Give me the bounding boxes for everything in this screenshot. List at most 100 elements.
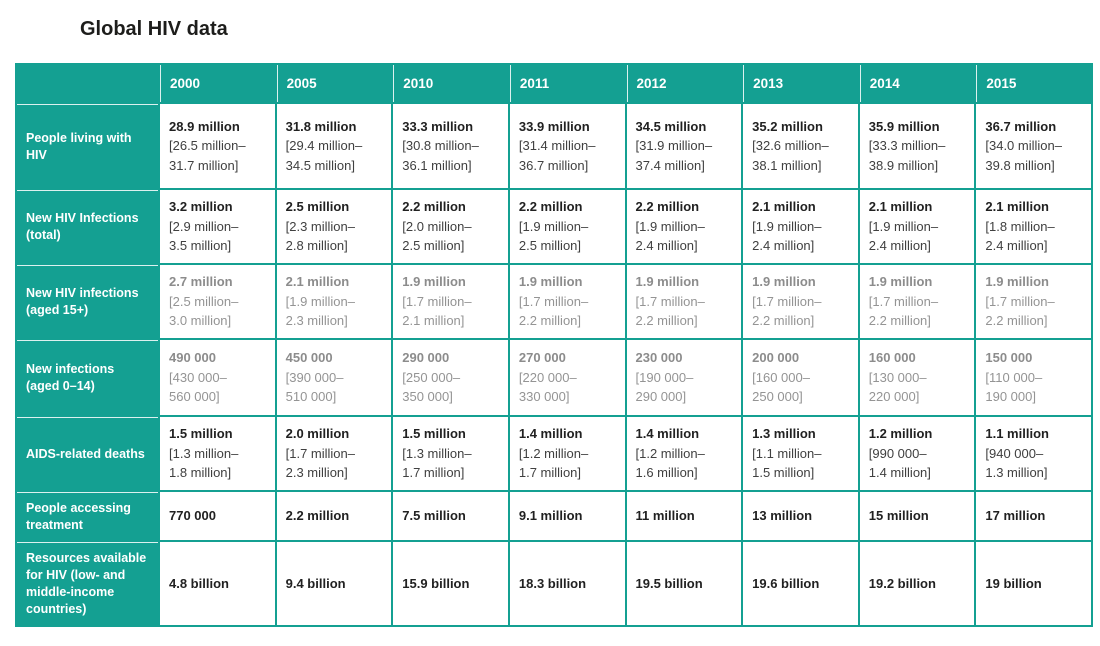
cell-range: [1.2 million– 1.7 million]	[518, 445, 589, 481]
year-header: 2011	[509, 65, 625, 102]
data-cell: 13 million	[743, 492, 858, 540]
cell-range: [32.6 million– 38.1 million]	[752, 138, 829, 173]
cell-value: 19.6 billion	[752, 575, 820, 591]
cell-value: 28.9 million	[169, 118, 240, 134]
table-row: New HIV infections (aged 15+) 2.7 million…	[17, 265, 1091, 338]
cell-range: [430 000– 560 000]	[169, 369, 227, 405]
row-label: New HIV infections (aged 15+)	[17, 265, 158, 338]
cell-value: 490 000	[169, 350, 216, 366]
data-cell: 1.4 million [1.2 million– 1.7 million]	[509, 417, 625, 490]
cell-range: [2.9 million– 3.5 million]	[169, 218, 239, 254]
data-cell: 15.9 billion	[393, 542, 508, 625]
data-cell: 1.5 million [1.3 million– 1.8 million]	[160, 417, 275, 490]
data-cell: 35.9 million [33.3 million– 38.9 million]	[859, 104, 975, 188]
data-cell: 230 000 [190 000– 290 000]	[626, 340, 742, 415]
data-cell: 2.2 million [1.9 million– 2.5 million]	[509, 190, 625, 263]
data-cell: 17 million	[976, 492, 1091, 540]
data-cell: 19.6 billion	[743, 542, 858, 625]
cell-range: [30.8 million– 36.1 million]	[402, 138, 479, 173]
data-cell: 1.9 million [1.7 million– 2.2 million]	[743, 265, 858, 338]
cell-value: 7.5 million	[402, 508, 466, 524]
cell-value: 35.9 million	[868, 118, 940, 134]
data-cell: 150 000 [110 000– 190 000]	[976, 340, 1091, 415]
data-cell: 15 million	[859, 492, 975, 540]
cell-range: [2.0 million– 2.5 million]	[402, 218, 472, 254]
year-header: 2013	[743, 65, 858, 102]
data-cell: 19.5 billion	[626, 542, 742, 625]
data-cell: 28.9 million [26.5 million– 31.7 million]	[160, 104, 275, 188]
cell-value: 11 million	[635, 508, 695, 524]
cell-value: 2.2 million	[635, 199, 700, 215]
cell-range: [1.9 million– 2.3 million]	[285, 293, 355, 329]
cell-range: [1.9 million– 2.4 million]	[752, 218, 822, 254]
table-row: People accessing treatment 770 000 2.2 mil…	[17, 492, 1091, 540]
data-cell: 11 million	[626, 492, 742, 540]
cell-value: 9.1 million	[518, 508, 583, 524]
cell-value: 1.9 million	[635, 274, 700, 290]
cell-value: 1.5 million	[169, 426, 233, 442]
data-cell: 4.8 billion	[160, 542, 275, 625]
cell-value: 230 000	[635, 350, 683, 366]
cell-range: [250 000– 350 000]	[402, 369, 461, 405]
cell-range: [1.9 million– 2.4 million]	[635, 218, 705, 254]
data-cell: 33.3 million [30.8 million– 36.1 million]	[393, 104, 508, 188]
cell-range: [1.9 million– 2.5 million]	[518, 218, 589, 254]
cell-value: 33.9 million	[518, 118, 590, 134]
cell-range: [190 000– 290 000]	[635, 369, 694, 405]
cell-value: 1.9 million	[402, 274, 466, 290]
cell-value: 1.2 million	[868, 426, 933, 442]
cell-range: [1.3 million– 1.7 million]	[402, 445, 472, 481]
cell-value: 1.4 million	[635, 426, 700, 442]
cell-value: 1.9 million	[868, 274, 933, 290]
data-cell: 1.9 million [1.7 million– 2.2 million]	[859, 265, 975, 338]
cell-range: [990 000– 1.4 million]	[868, 445, 931, 481]
cell-value: 13 million	[752, 508, 813, 524]
cell-value: 19.2 billion	[868, 575, 936, 591]
cell-range: [26.5 million– 31.7 million]	[169, 138, 246, 173]
data-cell: 290 000 [250 000– 350 000]	[393, 340, 508, 415]
data-cell: 2.1 million [1.8 million– 2.4 million]	[976, 190, 1091, 263]
cell-value: 290 000	[402, 350, 450, 366]
cell-range: [1.7 million– 2.1 million]	[402, 293, 472, 329]
cell-range: [940 000– 1.3 million]	[985, 445, 1048, 481]
row-label: New HIV Infections (total)	[17, 190, 158, 263]
data-cell: 7.5 million	[393, 492, 508, 540]
year-header: 2000	[160, 65, 275, 102]
year-header: 2010	[393, 65, 508, 102]
cell-range: [220 000– 330 000]	[518, 369, 577, 405]
data-cell: 34.5 million [31.9 million– 37.4 million]	[626, 104, 742, 188]
cell-value: 2.2 million	[285, 508, 350, 524]
cell-value: 1.1 million	[985, 426, 1049, 442]
cell-range: [390 000– 510 000]	[285, 369, 344, 405]
cell-range: [1.9 million– 2.4 million]	[868, 218, 939, 254]
cell-value: 19.5 billion	[635, 575, 703, 591]
cell-value: 19 billion	[985, 575, 1042, 591]
cell-range: [33.3 million– 38.9 million]	[868, 138, 946, 173]
data-cell: 3.2 million [2.9 million– 3.5 million]	[160, 190, 275, 263]
data-cell: 2.2 million	[276, 492, 392, 540]
row-label: People accessing treatment	[17, 492, 158, 540]
row-label: Resources available for HIV (low- and mi…	[17, 542, 158, 625]
cell-value: 2.1 million	[285, 274, 350, 290]
data-cell: 2.5 million [2.3 million– 2.8 million]	[276, 190, 392, 263]
cell-value: 2.1 million	[752, 199, 816, 215]
cell-value: 150 000	[985, 350, 1033, 366]
cell-value: 2.1 million	[985, 199, 1049, 215]
cell-range: [2.5 million– 3.0 million]	[169, 293, 239, 329]
data-cell: 18.3 billion	[509, 542, 625, 625]
data-cell: 19 billion	[976, 542, 1091, 625]
cell-range: [1.7 million– 2.3 million]	[285, 445, 355, 481]
page-title: Global HIV data	[80, 18, 228, 40]
data-cell: 2.1 million [1.9 million– 2.4 million]	[743, 190, 858, 263]
cell-value: 450 000	[285, 350, 333, 366]
cell-value: 1.9 million	[518, 274, 583, 290]
row-label: AIDS-related deaths	[17, 417, 158, 490]
table-body: People living with HIV 28.9 million [26.5 …	[17, 104, 1091, 625]
cell-value: 2.7 million	[169, 274, 233, 290]
data-cell: 35.2 million [32.6 million– 38.1 million]	[743, 104, 858, 188]
data-cell: 2.7 million [2.5 million– 3.0 million]	[160, 265, 275, 338]
cell-value: 200 000	[752, 350, 800, 366]
cell-range: [1.7 million– 2.2 million]	[518, 293, 589, 329]
cell-range: [160 000– 250 000]	[752, 369, 810, 405]
data-cell: 9.1 million	[509, 492, 625, 540]
